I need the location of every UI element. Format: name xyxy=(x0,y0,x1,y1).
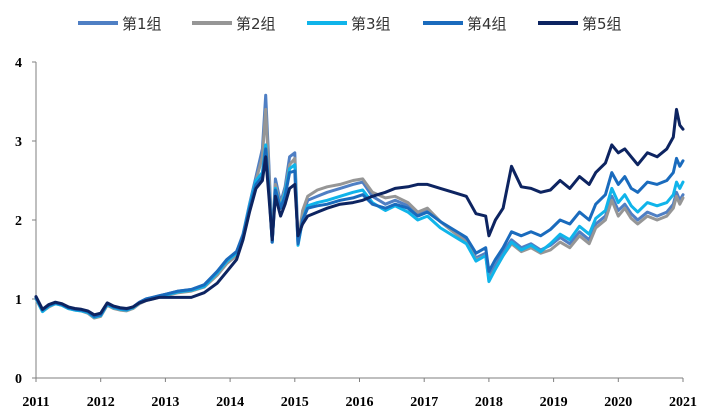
x-tick-label: 2012 xyxy=(87,395,115,410)
series-line-2 xyxy=(34,107,685,320)
x-tick-label: 2014 xyxy=(216,395,244,410)
y-tick-label: 2 xyxy=(15,214,22,229)
legend-label-1: 第1组 xyxy=(122,15,162,33)
legend-label-2: 第2组 xyxy=(236,15,276,33)
x-tick-label: 2011 xyxy=(22,395,49,410)
x-tick-label: 2015 xyxy=(281,395,309,410)
series-layer xyxy=(34,93,685,320)
x-axis: 2011 2012 2013 2014 2015 2016 2017 2018 2019 2020… xyxy=(22,377,697,410)
series-line-3 xyxy=(34,143,685,319)
x-tick-label: 2017 xyxy=(410,395,438,410)
x-tick-label: 2021 xyxy=(669,395,697,410)
y-tick-label: 3 xyxy=(15,135,22,150)
y-axis: 0 1 2 3 4 xyxy=(15,56,37,387)
x-tick-label: 2016 xyxy=(346,395,374,410)
legend-label-3: 第3组 xyxy=(351,15,391,33)
series-line-1 xyxy=(34,93,685,318)
legend-label-4: 第4组 xyxy=(467,15,507,33)
y-tick-label: 4 xyxy=(15,56,22,71)
series-line-5 xyxy=(34,107,685,317)
x-tick-label: 2019 xyxy=(540,395,568,410)
y-tick-label: 1 xyxy=(15,293,22,308)
legend: 第1组 第2组 第3组 第4组 第5组 xyxy=(78,15,622,33)
y-tick-label: 0 xyxy=(15,372,22,387)
legend-label-5: 第5组 xyxy=(582,15,622,33)
x-tick-label: 2018 xyxy=(475,395,503,410)
x-tick-label: 2013 xyxy=(151,395,179,410)
x-tick-label: 2020 xyxy=(604,395,632,410)
